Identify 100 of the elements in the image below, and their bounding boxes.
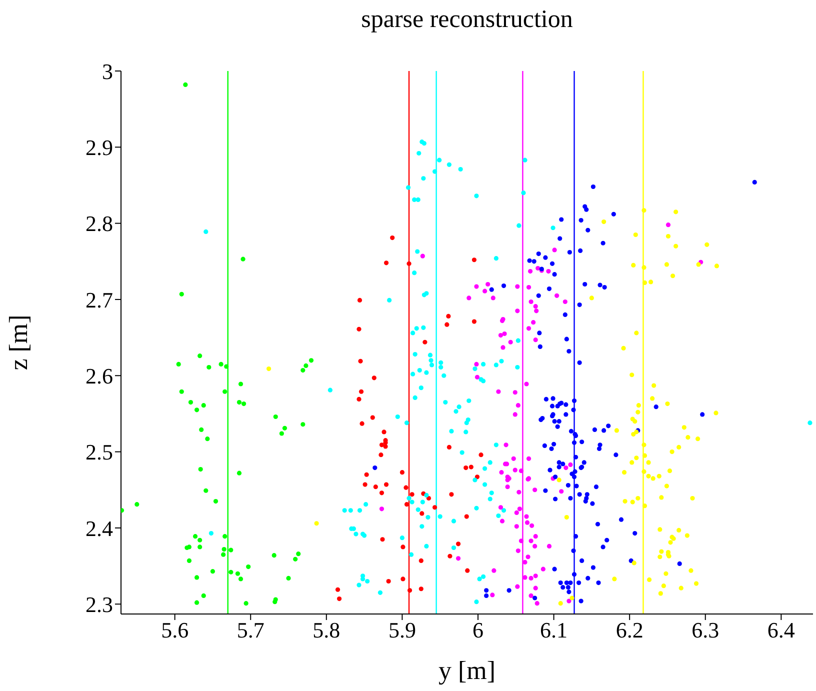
- point: [272, 553, 276, 558]
- point: [400, 544, 406, 550]
- point: [379, 490, 384, 496]
- point: [464, 465, 468, 470]
- point: [464, 514, 469, 519]
- point: [449, 492, 454, 497]
- point: [432, 505, 438, 510]
- point: [356, 396, 362, 402]
- point: [183, 82, 188, 88]
- point: [444, 322, 450, 327]
- point: [448, 554, 452, 558]
- y-axis-title: z [m]: [4, 314, 34, 370]
- y-tick-label: 2.3: [86, 592, 113, 617]
- point: [186, 544, 192, 550]
- point: [400, 576, 406, 582]
- y-tick-label: 2.4: [86, 516, 113, 541]
- point: [198, 354, 202, 358]
- point: [380, 537, 385, 542]
- point: [238, 576, 244, 582]
- point: [194, 600, 200, 605]
- point: [362, 482, 368, 487]
- y-tick-label: 2.8: [86, 211, 113, 236]
- y-tick-label: 2.9: [86, 134, 113, 160]
- point: [418, 558, 424, 563]
- x-tick-label: 5.9: [388, 618, 416, 643]
- point: [221, 552, 226, 557]
- point: [121, 508, 124, 513]
- point: [335, 587, 340, 592]
- point: [379, 442, 384, 448]
- point: [222, 534, 228, 539]
- point: [404, 485, 408, 490]
- point: [372, 376, 376, 380]
- point: [426, 496, 432, 501]
- point: [244, 601, 248, 606]
- point: [222, 389, 228, 394]
- point: [400, 470, 404, 475]
- point: [384, 260, 389, 266]
- point: [272, 600, 278, 604]
- point: [201, 403, 206, 408]
- point: [304, 363, 308, 368]
- point: [378, 452, 384, 458]
- point: [390, 235, 395, 240]
- point: [224, 364, 229, 369]
- y-tick-label: 2.7: [86, 287, 113, 312]
- point: [472, 319, 476, 324]
- point: [364, 472, 369, 477]
- point: [236, 470, 242, 476]
- point: [336, 596, 342, 602]
- point: [198, 538, 202, 542]
- point: [308, 358, 314, 363]
- point: [386, 578, 391, 584]
- point: [282, 426, 288, 430]
- point: [218, 362, 224, 367]
- point: [300, 422, 306, 427]
- point: [468, 464, 474, 470]
- point: [478, 452, 484, 458]
- x-tick-label: 5.6: [161, 618, 189, 643]
- point: [286, 576, 291, 581]
- point: [456, 542, 461, 546]
- point: [179, 389, 184, 394]
- point: [186, 558, 192, 563]
- point: [134, 502, 140, 507]
- y-tick-label: 2.6: [86, 363, 113, 388]
- point: [407, 588, 412, 593]
- point: [296, 552, 301, 556]
- point: [420, 511, 424, 516]
- point: [228, 570, 234, 574]
- x-tick-label: 6.1: [540, 618, 568, 643]
- point: [382, 430, 386, 434]
- x-tick-label: 6.2: [616, 618, 644, 643]
- point: [204, 488, 208, 493]
- y-tick-label: 2.5: [86, 440, 113, 465]
- point: [246, 564, 251, 570]
- point: [206, 364, 212, 370]
- point: [188, 400, 194, 405]
- point: [238, 382, 244, 386]
- point: [356, 326, 362, 332]
- point: [370, 415, 375, 420]
- point: [205, 436, 210, 442]
- point: [446, 314, 451, 319]
- point: [406, 261, 412, 266]
- point: [236, 400, 242, 405]
- point: [179, 292, 184, 296]
- point: [472, 258, 476, 262]
- point: [273, 414, 278, 420]
- y-tick-label: 3: [102, 58, 113, 84]
- point: [373, 484, 378, 490]
- x-tick-label: 6: [472, 618, 484, 643]
- point: [176, 362, 181, 367]
- point: [384, 482, 389, 487]
- point: [194, 408, 200, 412]
- point: [357, 298, 362, 303]
- point: [194, 575, 200, 580]
- x-axis-title: y [m]: [438, 656, 496, 685]
- point: [222, 546, 226, 552]
- point: [358, 389, 364, 394]
- x-tick-label: 6.3: [692, 618, 720, 643]
- point: [410, 492, 414, 497]
- x-tick-label: 5.7: [236, 618, 264, 643]
- point: [235, 571, 240, 576]
